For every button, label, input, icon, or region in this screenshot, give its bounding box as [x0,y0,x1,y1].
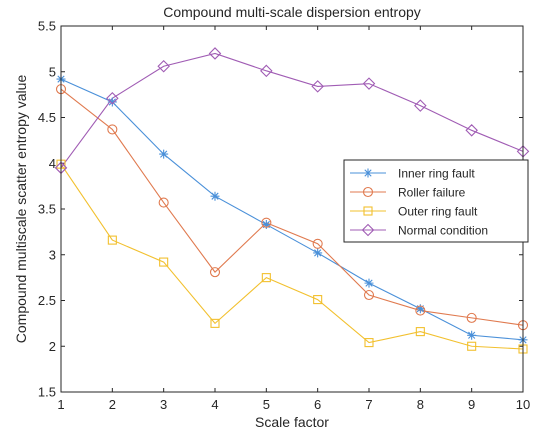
legend: Inner ring fault Roller failure Outer ring… [343,159,529,243]
legend-label: Roller failure [398,186,466,200]
y-axis-label: Compound multiscale scatter entropy valu… [13,75,29,344]
series-markers [54,47,530,354]
y-tick-label: 5 [49,64,56,79]
data-point [362,77,376,90]
data-point [158,197,169,208]
data-point [415,327,425,337]
chart-title: Compound multi-scale dispersion entropy [163,4,421,20]
data-point [313,248,323,258]
series-lines [60,52,524,350]
legend-label: Normal condition [398,224,488,238]
data-point [260,64,273,78]
x-tick-label: 3 [160,397,167,412]
data-point [313,295,323,305]
y-tick-label: 4.5 [38,110,56,125]
data-point [210,318,220,328]
data-point [107,97,117,107]
data-point [311,80,324,93]
data-point [467,330,477,340]
data-point [107,235,117,245]
series-line-3 [60,52,524,169]
legend-marker [363,168,373,178]
y-tick-label: 1.5 [38,385,56,400]
legend-label: Inner ring fault [398,167,475,181]
data-point [159,257,169,267]
series-line-2 [60,163,524,350]
y-tick-label: 3.5 [38,202,56,217]
x-tick-labels: 1 2 3 4 5 6 7 8 9 10 [57,397,530,412]
data-point [210,191,220,201]
data-point [364,278,374,288]
data-point [465,124,478,137]
x-axis-label: Scale factor [255,414,329,430]
data-point [208,47,222,60]
data-point [467,341,477,351]
data-point [209,267,221,278]
series-points-3 [54,47,530,175]
data-point [159,149,169,159]
data-point [107,124,118,135]
data-point [363,289,375,301]
data-point [415,305,426,316]
data-point [364,338,374,348]
x-tick-label: 7 [365,397,372,412]
data-point [466,312,477,323]
x-tick-label: 9 [468,397,475,412]
x-tick-label: 1 [57,397,64,412]
y-tick-labels: 1.5 2 2.5 3 3.5 4 4.5 5 5.5 [38,19,56,400]
y-tick-label: 4 [49,156,56,171]
y-tick-label: 2 [49,339,56,354]
data-point [261,273,271,283]
x-tick-label: 10 [516,397,530,412]
data-point [414,99,427,112]
data-point [106,92,119,105]
data-point [157,59,170,73]
series-line-1 [60,88,524,326]
legend-marker [363,206,373,216]
y-tick-label: 3 [49,247,56,262]
data-point [261,217,272,228]
legend-box [343,159,529,243]
legend-marker [362,186,374,198]
x-tick-label: 8 [417,397,424,412]
x-tick-label: 2 [109,397,116,412]
legend-label: Outer ring fault [398,205,478,219]
legend-marker [361,223,375,237]
x-tick-label: 4 [211,397,218,412]
data-point [312,238,323,249]
x-tick-label: 5 [263,397,270,412]
x-tick-label: 6 [314,397,321,412]
y-tick-label: 2.5 [38,293,56,308]
data-point [415,304,425,314]
y-tick-label: 5.5 [38,19,56,34]
data-point [261,220,271,230]
series-line-0 [60,78,524,341]
